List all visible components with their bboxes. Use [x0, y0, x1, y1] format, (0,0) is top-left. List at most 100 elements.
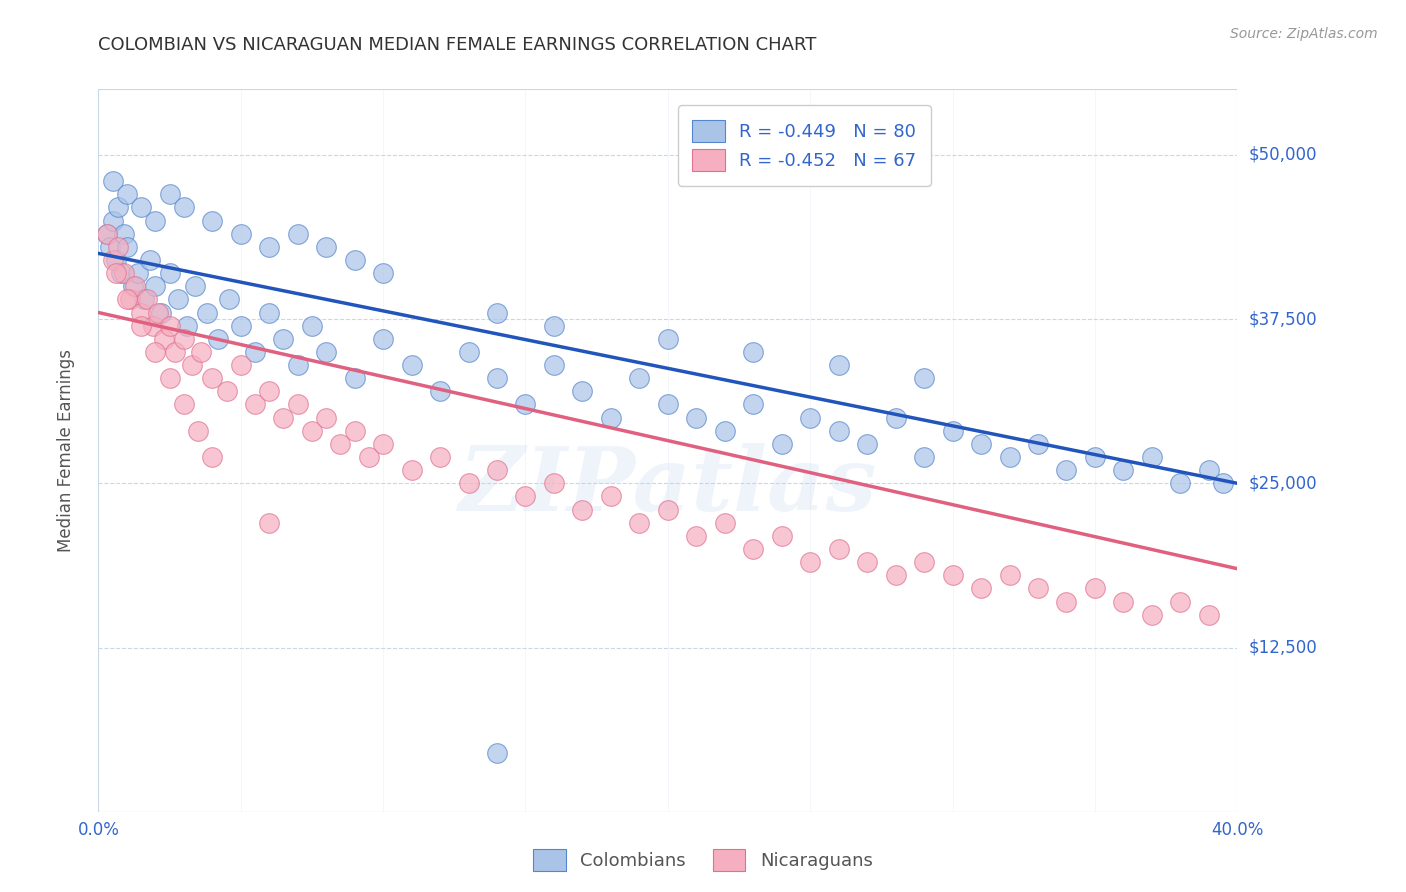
Point	[1170, 594, 1192, 608]
Point	[101, 213, 124, 227]
Point	[145, 213, 167, 227]
Point	[429, 384, 451, 399]
Point	[912, 371, 935, 385]
Point	[1026, 437, 1049, 451]
Point	[401, 463, 423, 477]
Point	[201, 213, 224, 227]
Point	[657, 397, 679, 411]
Point	[145, 345, 167, 359]
Point	[315, 410, 337, 425]
Point	[486, 463, 509, 477]
Point	[799, 555, 821, 569]
Point	[121, 279, 143, 293]
Point	[112, 266, 135, 280]
Point	[912, 555, 935, 569]
Point	[799, 410, 821, 425]
Text: Source: ZipAtlas.com: Source: ZipAtlas.com	[1230, 27, 1378, 41]
Point	[112, 227, 135, 241]
Point	[153, 332, 176, 346]
Point	[1112, 594, 1135, 608]
Point	[998, 450, 1021, 464]
Point	[357, 450, 380, 464]
Point	[138, 252, 160, 267]
Point	[1084, 582, 1107, 596]
Point	[571, 384, 593, 399]
Point	[132, 293, 155, 307]
Point	[187, 424, 209, 438]
Text: $12,500: $12,500	[1249, 639, 1317, 657]
Point	[259, 384, 281, 399]
Point	[259, 516, 281, 530]
Point	[301, 424, 323, 438]
Point	[828, 424, 851, 438]
Point	[343, 371, 366, 385]
Legend: R = -0.449   N = 80, R = -0.452   N = 67: R = -0.449 N = 80, R = -0.452 N = 67	[678, 105, 931, 186]
Point	[600, 490, 623, 504]
Point	[571, 502, 593, 516]
Point	[942, 424, 965, 438]
Point	[457, 476, 479, 491]
Point	[856, 437, 879, 451]
Point	[515, 397, 537, 411]
Point	[273, 410, 295, 425]
Point	[115, 187, 138, 202]
Point	[657, 332, 679, 346]
Point	[486, 746, 509, 760]
Point	[173, 201, 195, 215]
Point	[628, 516, 651, 530]
Point	[190, 345, 212, 359]
Point	[127, 266, 149, 280]
Point	[1112, 463, 1135, 477]
Text: ZIPatlas: ZIPatlas	[460, 443, 876, 530]
Point	[229, 358, 252, 372]
Point	[115, 240, 138, 254]
Point	[343, 252, 366, 267]
Point	[195, 305, 218, 319]
Point	[685, 529, 707, 543]
Point	[486, 305, 509, 319]
Point	[770, 529, 793, 543]
Point	[159, 266, 181, 280]
Point	[243, 345, 266, 359]
Point	[1212, 476, 1234, 491]
Point	[107, 240, 129, 254]
Point	[1140, 450, 1163, 464]
Point	[259, 305, 281, 319]
Point	[1140, 607, 1163, 622]
Point	[176, 318, 198, 333]
Point	[401, 358, 423, 372]
Point	[201, 450, 224, 464]
Point	[229, 318, 252, 333]
Point	[215, 384, 238, 399]
Point	[218, 293, 240, 307]
Point	[1198, 607, 1220, 622]
Text: $50,000: $50,000	[1249, 146, 1317, 164]
Point	[1170, 476, 1192, 491]
Point	[1198, 463, 1220, 477]
Point	[742, 397, 765, 411]
Text: COLOMBIAN VS NICARAGUAN MEDIAN FEMALE EARNINGS CORRELATION CHART: COLOMBIAN VS NICARAGUAN MEDIAN FEMALE EA…	[98, 36, 817, 54]
Point	[148, 305, 170, 319]
Point	[96, 227, 118, 241]
Point	[828, 358, 851, 372]
Point	[129, 318, 152, 333]
Point	[1056, 594, 1078, 608]
Point	[301, 318, 323, 333]
Point	[315, 240, 337, 254]
Point	[96, 227, 118, 241]
Point	[159, 187, 181, 202]
Point	[1026, 582, 1049, 596]
Point	[287, 227, 309, 241]
Point	[315, 345, 337, 359]
Point	[107, 201, 129, 215]
Point	[101, 252, 124, 267]
Point	[229, 227, 252, 241]
Point	[287, 397, 309, 411]
Point	[118, 293, 141, 307]
Point	[770, 437, 793, 451]
Point	[457, 345, 479, 359]
Point	[159, 318, 181, 333]
Point	[742, 345, 765, 359]
Y-axis label: Median Female Earnings: Median Female Earnings	[56, 349, 75, 552]
Point	[970, 437, 993, 451]
